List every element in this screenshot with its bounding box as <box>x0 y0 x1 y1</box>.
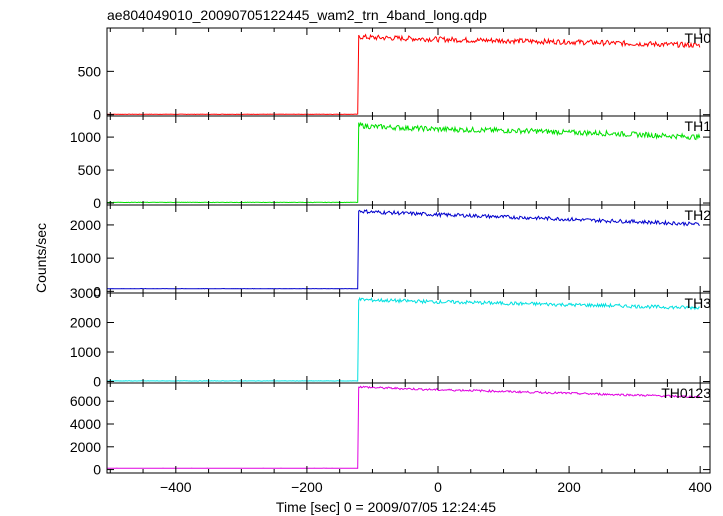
panels: 0500TH005001000TH1010002000TH20100020003… <box>70 27 712 495</box>
y-tick-label: 2000 <box>70 439 101 455</box>
y-tick-label: 0 <box>93 374 101 390</box>
y-tick-label: 0 <box>93 107 101 123</box>
x-tick-label: 200 <box>557 479 581 495</box>
y-tick-label: 2000 <box>70 315 101 331</box>
y-tick-label: 0 <box>93 195 101 211</box>
y-tick-label: 0 <box>93 462 101 478</box>
y-tick-label: 4000 <box>70 416 101 432</box>
series-line-th3 <box>106 296 700 382</box>
panel-frame-th0123 <box>106 382 711 474</box>
x-axis-label: Time [sec] 0 = 2009/07/05 12:24:45 <box>276 499 496 515</box>
series-line-th0 <box>106 33 701 116</box>
x-tick-label: −400 <box>160 479 192 495</box>
panel-frame-th2 <box>106 204 711 294</box>
y-tick-label: 500 <box>78 63 102 79</box>
series-name-th0123: TH0123 <box>661 385 711 401</box>
series-name-th2: TH2 <box>685 207 712 223</box>
series-line-th0123 <box>106 385 701 469</box>
series-line-th1 <box>106 121 701 204</box>
series-name-th3: TH3 <box>685 295 712 311</box>
y-tick-label: 1000 <box>70 129 101 145</box>
chart-title: ae804049010_20090705122445_wam2_trn_4ban… <box>107 7 487 23</box>
series-name-th1: TH1 <box>685 118 712 134</box>
panel-frame-th3 <box>106 292 711 384</box>
series-name-th0: TH0 <box>685 30 712 46</box>
y-tick-label: 6000 <box>70 393 101 409</box>
y-tick-label: 3000 <box>70 285 101 301</box>
y-tick-label: 2000 <box>70 217 101 233</box>
x-tick-label: 0 <box>434 479 442 495</box>
y-tick-label: 1000 <box>70 344 101 360</box>
y-tick-label: 1000 <box>70 250 101 266</box>
y-axis-label: Counts/sec <box>33 223 49 293</box>
y-tick-label: 500 <box>78 162 102 178</box>
y-tick-label: 0 <box>93 283 101 299</box>
x-tick-label: −200 <box>291 479 323 495</box>
panel-frame-th0 <box>106 27 711 117</box>
x-tick-label: 400 <box>688 479 712 495</box>
series-line-th2 <box>106 209 700 290</box>
